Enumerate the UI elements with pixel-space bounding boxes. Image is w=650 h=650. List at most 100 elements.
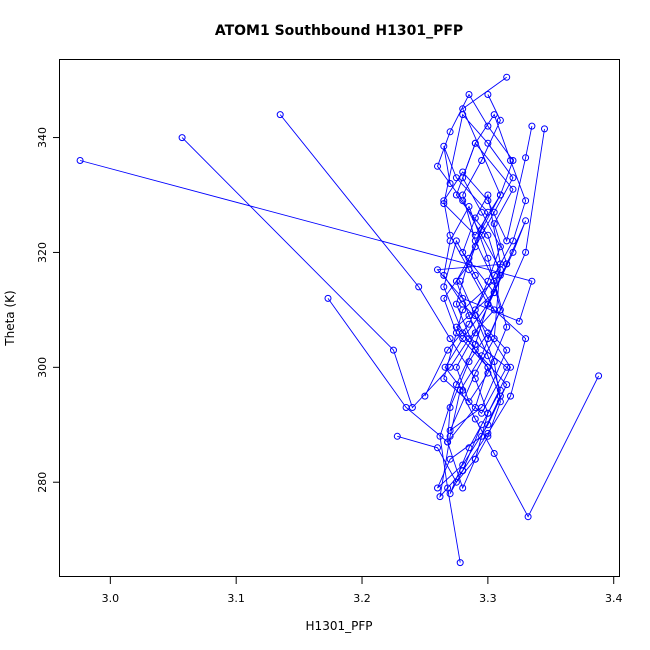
data-point — [496, 398, 504, 406]
data-point — [490, 358, 498, 366]
x-tick-label: 3.0 — [102, 592, 120, 605]
data-point — [465, 266, 473, 274]
data-point — [459, 484, 467, 492]
data-point — [444, 484, 452, 492]
data-point — [471, 404, 479, 411]
data-point — [452, 237, 460, 245]
data-point — [471, 306, 479, 314]
data-point — [484, 254, 492, 262]
data-point — [541, 125, 548, 133]
data-point — [484, 91, 492, 98]
data-point — [436, 493, 444, 501]
data-point — [503, 346, 511, 354]
data-point — [440, 271, 448, 279]
data-point — [507, 392, 514, 400]
data-point — [524, 513, 532, 521]
data-point — [76, 157, 84, 164]
data-point — [515, 317, 523, 325]
series-line — [327, 93, 514, 443]
data-point — [484, 122, 492, 130]
data-point — [434, 266, 441, 274]
data-point — [452, 363, 460, 371]
x-axis-label: H1301_PFP — [306, 619, 373, 633]
series-line — [424, 113, 545, 397]
data-point — [465, 358, 473, 366]
data-point — [478, 208, 486, 216]
data-point — [490, 111, 498, 119]
data-point — [496, 243, 504, 251]
data-point — [452, 478, 460, 486]
chart-title: ATOM1 Southbound H1301_PFP — [215, 23, 463, 39]
data-point — [459, 191, 467, 199]
data-point — [490, 277, 498, 285]
data-point — [471, 271, 479, 279]
data-point — [459, 467, 467, 475]
data-point — [452, 329, 460, 337]
y-axis-label: Theta (K) — [3, 290, 17, 346]
y-tick-label: 320 — [36, 242, 49, 263]
data-point — [509, 157, 517, 164]
data-point — [440, 283, 448, 291]
data-point — [471, 455, 479, 463]
data-point — [446, 404, 454, 411]
data-point — [522, 154, 530, 162]
data-point — [390, 346, 397, 354]
data-point — [484, 432, 492, 440]
series-line — [439, 94, 527, 563]
data-point — [446, 128, 454, 136]
data-point — [446, 231, 454, 239]
series-points — [76, 73, 603, 567]
data-point — [446, 455, 454, 463]
data-point — [471, 375, 479, 383]
data-point — [446, 490, 454, 498]
data-point — [490, 220, 498, 228]
data-point — [324, 294, 332, 302]
data-point — [459, 168, 467, 176]
data-point — [402, 404, 410, 411]
data-point — [490, 289, 498, 297]
y-tick-label: 340 — [36, 127, 49, 148]
data-point — [496, 386, 504, 394]
data-point — [440, 197, 448, 205]
data-point — [459, 105, 467, 113]
data-point — [459, 248, 467, 256]
data-point — [444, 438, 452, 446]
data-point — [503, 260, 511, 268]
data-point — [456, 277, 464, 285]
data-point — [434, 444, 441, 452]
data-point — [441, 363, 449, 371]
data-point — [471, 340, 479, 348]
series-line — [439, 126, 600, 518]
data-point — [507, 363, 514, 371]
data-point — [178, 134, 186, 142]
data-point — [503, 237, 511, 245]
data-point — [444, 346, 452, 354]
data-point — [446, 335, 454, 343]
data-point — [440, 142, 448, 150]
y-tick-label: 280 — [36, 472, 49, 493]
data-point — [484, 429, 492, 437]
x-tick-label: 3.3 — [479, 592, 497, 605]
data-point — [434, 484, 441, 492]
data-point — [471, 415, 479, 423]
data-point — [456, 559, 464, 567]
data-point — [415, 283, 423, 291]
data-point — [459, 386, 467, 394]
data-point — [522, 335, 530, 343]
data-point — [509, 248, 517, 256]
data-point — [459, 335, 467, 343]
data-point — [471, 237, 479, 245]
data-point — [509, 174, 517, 182]
series-line — [279, 76, 514, 494]
data-point — [478, 231, 486, 239]
data-point — [471, 139, 479, 147]
data-point — [421, 392, 429, 400]
data-point — [478, 421, 486, 429]
data-point — [436, 432, 444, 440]
data-point — [440, 375, 448, 383]
y-tick-label: 300 — [36, 357, 49, 378]
data-point — [465, 398, 473, 406]
data-point — [276, 111, 284, 119]
data-point — [490, 450, 498, 457]
data-point — [528, 277, 536, 285]
